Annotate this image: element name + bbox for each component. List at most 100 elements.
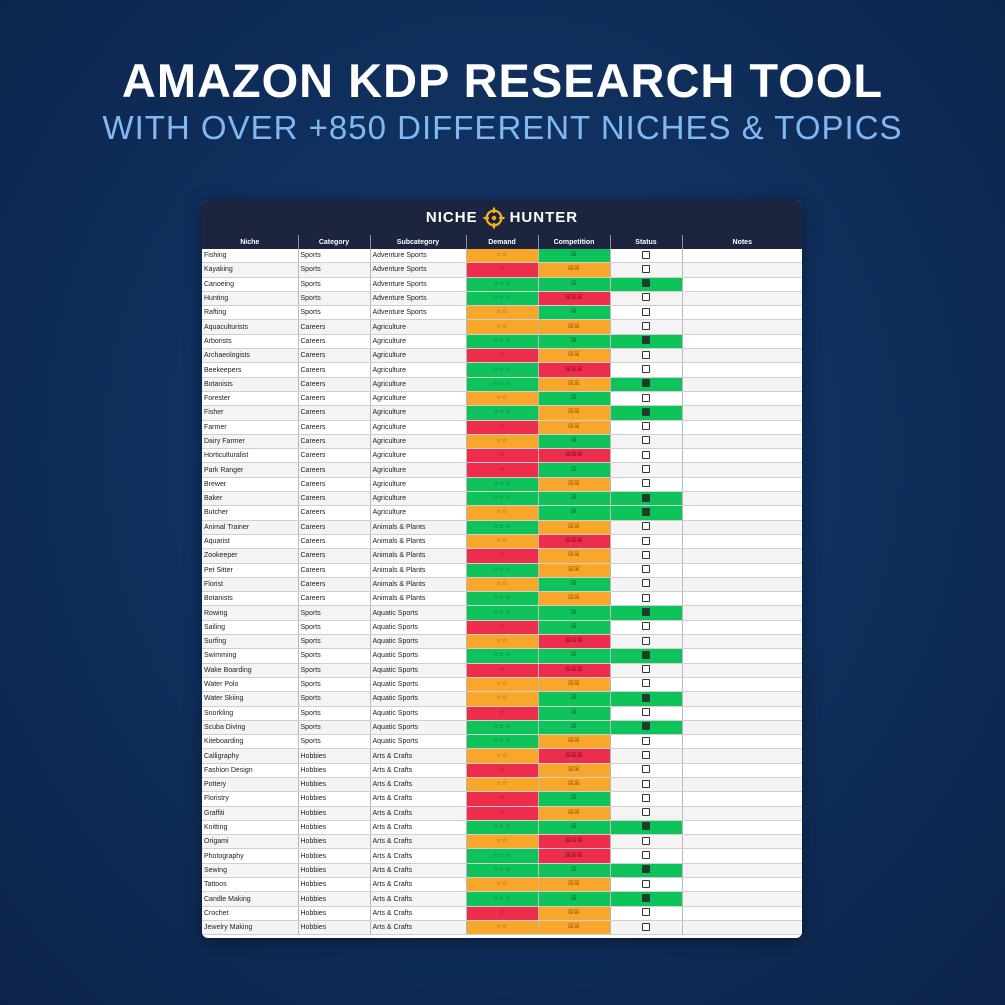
subcategory-cell[interactable]: Animals & Plants — [370, 534, 467, 550]
demand-rating[interactable]: ☆☆ — [466, 534, 539, 550]
status-checkbox[interactable] — [642, 550, 650, 559]
notes-cell[interactable] — [682, 734, 802, 750]
niche-cell[interactable]: Canoeing — [202, 277, 299, 292]
status-checkbox[interactable] — [642, 893, 650, 902]
category-cell[interactable]: Hobbies — [298, 906, 371, 921]
column-header-subcategory[interactable]: Subcategory — [369, 235, 466, 249]
subcategory-cell[interactable]: Arts & Crafts — [370, 834, 467, 850]
subcategory-cell[interactable]: Animals & Plants — [370, 577, 467, 593]
competition-rating[interactable]: ☒☒ — [538, 906, 611, 921]
status-cell[interactable] — [610, 848, 683, 864]
subcategory-cell[interactable]: Agriculture — [370, 505, 467, 521]
niche-cell[interactable]: Aquaculturists — [202, 319, 299, 335]
notes-cell[interactable] — [682, 420, 802, 435]
notes-cell[interactable] — [682, 291, 802, 307]
status-checkbox[interactable] — [642, 565, 650, 574]
niche-cell[interactable]: Horticulturalist — [202, 448, 299, 464]
status-checkbox[interactable] — [642, 279, 650, 288]
status-checkbox[interactable] — [642, 708, 650, 717]
status-cell[interactable] — [610, 634, 683, 650]
notes-cell[interactable] — [682, 906, 802, 921]
subcategory-cell[interactable]: Arts & Crafts — [370, 763, 467, 778]
status-checkbox[interactable] — [642, 722, 650, 731]
demand-rating[interactable]: ☆☆ — [466, 920, 539, 936]
status-checkbox[interactable] — [642, 322, 650, 331]
status-checkbox[interactable] — [642, 865, 650, 874]
demand-rating[interactable]: ☆☆ — [466, 505, 539, 521]
niche-cell[interactable]: Archaeologists — [202, 348, 299, 364]
category-cell[interactable]: Sports — [298, 620, 371, 636]
niche-cell[interactable]: Zookeeper — [202, 548, 299, 564]
status-checkbox[interactable] — [642, 779, 650, 788]
subcategory-cell[interactable]: Adventure Sports — [370, 291, 467, 307]
category-cell[interactable]: Careers — [298, 491, 371, 507]
demand-rating[interactable]: ☆ — [466, 906, 539, 921]
notes-cell[interactable] — [682, 677, 802, 693]
category-cell[interactable]: Hobbies — [298, 820, 371, 836]
status-checkbox[interactable] — [642, 379, 650, 388]
category-cell[interactable]: Careers — [298, 563, 371, 578]
status-checkbox[interactable] — [642, 908, 650, 917]
subcategory-cell[interactable]: Agriculture — [370, 405, 467, 421]
status-checkbox[interactable] — [642, 879, 650, 888]
demand-rating[interactable]: ☆☆☆ — [466, 648, 539, 664]
category-cell[interactable]: Hobbies — [298, 791, 371, 807]
category-cell[interactable]: Careers — [298, 462, 371, 478]
competition-rating[interactable]: ☒ — [538, 505, 611, 521]
demand-rating[interactable]: ☆☆ — [466, 748, 539, 764]
category-cell[interactable]: Hobbies — [298, 763, 371, 778]
niche-cell[interactable]: Pottery — [202, 777, 299, 793]
niche-cell[interactable]: Aquarist — [202, 534, 299, 550]
subcategory-cell[interactable]: Agriculture — [370, 334, 467, 350]
category-cell[interactable]: Sports — [298, 734, 371, 750]
niche-cell[interactable]: Hunting — [202, 291, 299, 307]
status-checkbox[interactable] — [642, 922, 650, 931]
category-cell[interactable]: Careers — [298, 420, 371, 435]
status-checkbox[interactable] — [642, 822, 650, 831]
subcategory-cell[interactable]: Agriculture — [370, 362, 467, 378]
competition-rating[interactable]: ☒☒☒ — [538, 848, 611, 864]
niche-cell[interactable]: Origami — [202, 834, 299, 850]
status-checkbox[interactable] — [642, 264, 650, 273]
competition-rating[interactable]: ☒☒ — [538, 262, 611, 278]
subcategory-cell[interactable]: Adventure Sports — [370, 277, 467, 292]
status-cell[interactable] — [610, 605, 683, 621]
competition-rating[interactable]: ☒☒☒ — [538, 362, 611, 378]
notes-cell[interactable] — [682, 277, 802, 292]
status-cell[interactable] — [610, 319, 683, 335]
competition-rating[interactable]: ☒ — [538, 863, 611, 879]
category-cell[interactable]: Sports — [298, 634, 371, 650]
category-cell[interactable]: Sports — [298, 249, 371, 264]
notes-cell[interactable] — [682, 706, 802, 721]
category-cell[interactable]: Careers — [298, 534, 371, 550]
subcategory-cell[interactable]: Agriculture — [370, 348, 467, 364]
niche-cell[interactable]: Photography — [202, 848, 299, 864]
niche-cell[interactable]: Jewelry Making — [202, 920, 299, 936]
niche-cell[interactable]: Arborists — [202, 334, 299, 350]
competition-rating[interactable]: ☒ — [538, 820, 611, 836]
niche-cell[interactable]: Beekeepers — [202, 362, 299, 378]
category-cell[interactable]: Hobbies — [298, 748, 371, 764]
demand-rating[interactable]: ☆☆☆ — [466, 891, 539, 907]
category-cell[interactable]: Careers — [298, 591, 371, 607]
subcategory-cell[interactable]: Aquatic Sports — [370, 648, 467, 664]
status-checkbox[interactable] — [642, 350, 650, 359]
niche-cell[interactable]: Animal Trainer — [202, 520, 299, 535]
subcategory-cell[interactable]: Arts & Crafts — [370, 820, 467, 836]
demand-rating[interactable]: ☆☆ — [466, 691, 539, 707]
category-cell[interactable]: Careers — [298, 405, 371, 421]
competition-rating[interactable]: ☒ — [538, 462, 611, 478]
niche-cell[interactable]: Botanists — [202, 377, 299, 392]
notes-cell[interactable] — [682, 563, 802, 578]
demand-rating[interactable]: ☆☆ — [466, 877, 539, 893]
status-checkbox[interactable] — [642, 607, 650, 616]
category-cell[interactable]: Sports — [298, 706, 371, 721]
subcategory-cell[interactable]: Aquatic Sports — [370, 634, 467, 650]
category-cell[interactable]: Careers — [298, 319, 371, 335]
demand-rating[interactable]: ☆☆☆ — [466, 377, 539, 392]
category-cell[interactable]: Sports — [298, 720, 371, 736]
notes-cell[interactable] — [682, 362, 802, 378]
category-cell[interactable]: Hobbies — [298, 920, 371, 936]
competition-rating[interactable]: ☒☒ — [538, 405, 611, 421]
niche-cell[interactable]: Tattoos — [202, 877, 299, 893]
